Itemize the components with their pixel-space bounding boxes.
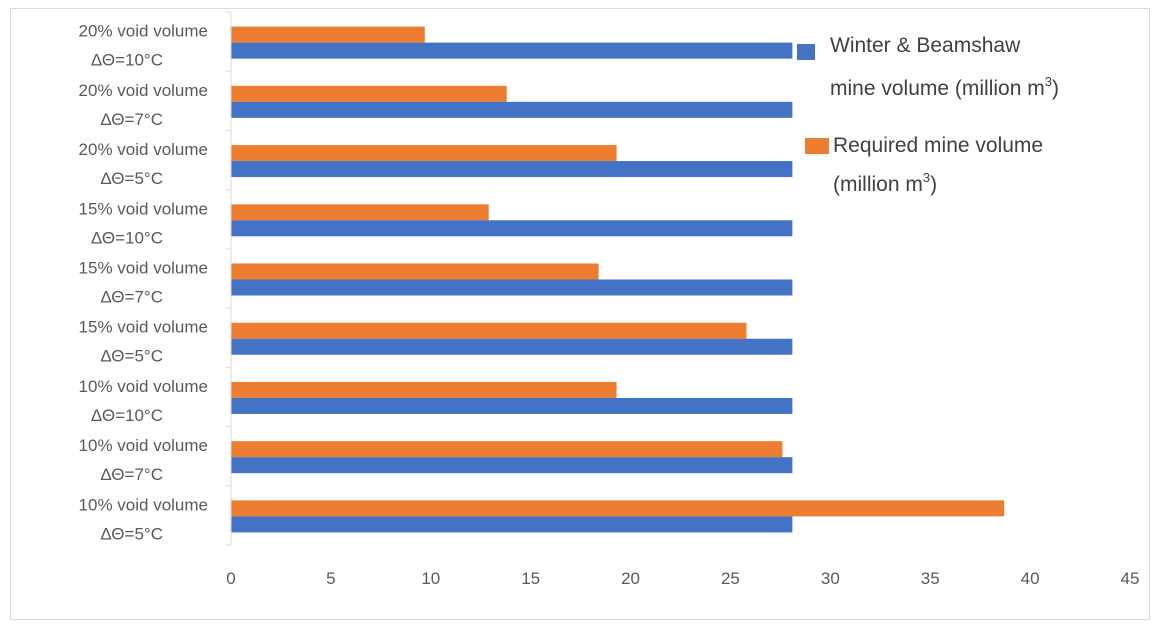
bar-winter-beamshaw-volume bbox=[231, 161, 793, 178]
x-tick-label: 25 bbox=[721, 569, 740, 588]
bar-winter-beamshaw-volume bbox=[231, 397, 793, 414]
category-label-line1: 15% void volume bbox=[79, 259, 208, 278]
legend-label-line2: mine volume (million m3) bbox=[830, 74, 1059, 100]
x-tick-label: 5 bbox=[326, 569, 335, 588]
bar-required-mine-volume bbox=[231, 381, 617, 398]
category-label-line2: ΔΘ=5°C bbox=[100, 169, 163, 188]
bar-winter-beamshaw-volume bbox=[231, 457, 793, 474]
bar-winter-beamshaw-volume bbox=[231, 279, 793, 296]
x-tick-label: 30 bbox=[821, 569, 840, 588]
bar-required-mine-volume bbox=[231, 26, 425, 43]
legend-swatch-winter-beamshaw bbox=[797, 44, 815, 60]
category-label-line2: ΔΘ=5°C bbox=[100, 347, 163, 366]
bar-winter-beamshaw-volume bbox=[231, 42, 793, 59]
x-axis-tick-labels: 0 5 10 15 20 25 30 35 40 45 bbox=[226, 569, 1139, 588]
category-labels: 20% void volume ΔΘ=10°C 20% void volume ΔΘ=… bbox=[79, 22, 208, 544]
category-label-line2: ΔΘ=10°C bbox=[91, 228, 163, 247]
bar-required-mine-volume bbox=[231, 85, 507, 102]
category-label-line1: 10% void volume bbox=[79, 436, 208, 455]
bar-winter-beamshaw-volume bbox=[231, 516, 793, 533]
bars-layer bbox=[231, 26, 1005, 533]
legend: Winter & Beamshaw mine volume (million m3… bbox=[797, 34, 1059, 196]
x-tick-label: 15 bbox=[521, 569, 540, 588]
legend-label-line1: Required mine volume bbox=[833, 134, 1043, 157]
x-tick-label: 35 bbox=[921, 569, 940, 588]
x-tick-label: 0 bbox=[226, 569, 235, 588]
y-axis-ticks bbox=[226, 11, 231, 546]
legend-swatch-required bbox=[805, 138, 829, 154]
category-label-line2: ΔΘ=7°C bbox=[100, 110, 163, 129]
legend-label-line1: Winter & Beamshaw bbox=[830, 34, 1021, 57]
x-tick-label: 40 bbox=[1021, 569, 1040, 588]
category-label-line1: 15% void volume bbox=[79, 199, 208, 218]
x-tick-label: 45 bbox=[1121, 569, 1140, 588]
bar-required-mine-volume bbox=[231, 263, 599, 280]
category-label-line2: ΔΘ=7°C bbox=[100, 465, 163, 484]
category-label-line2: ΔΘ=10°C bbox=[91, 406, 163, 425]
bar-required-mine-volume bbox=[231, 441, 783, 458]
category-label-line2: ΔΘ=10°C bbox=[91, 51, 163, 70]
x-tick-label: 10 bbox=[421, 569, 440, 588]
category-label-line1: 15% void volume bbox=[79, 318, 208, 337]
bar-required-mine-volume bbox=[231, 500, 1005, 517]
category-label-line2: ΔΘ=5°C bbox=[100, 524, 163, 543]
x-tick-label: 20 bbox=[621, 569, 640, 588]
category-label-line1: 10% void volume bbox=[79, 377, 208, 396]
bar-required-mine-volume bbox=[231, 145, 617, 162]
bar-winter-beamshaw-volume bbox=[231, 220, 793, 237]
bar-required-mine-volume bbox=[231, 204, 489, 221]
bar-winter-beamshaw-volume bbox=[231, 338, 793, 355]
category-label-line1: 20% void volume bbox=[79, 140, 208, 159]
bar-required-mine-volume bbox=[231, 322, 747, 339]
category-label-line1: 20% void volume bbox=[79, 81, 208, 100]
category-label-line1: 20% void volume bbox=[79, 22, 208, 41]
category-label-line2: ΔΘ=7°C bbox=[100, 288, 163, 307]
bar-winter-beamshaw-volume bbox=[231, 101, 793, 118]
legend-label-line2: (million m3) bbox=[833, 170, 937, 196]
category-label-line1: 10% void volume bbox=[79, 495, 208, 514]
